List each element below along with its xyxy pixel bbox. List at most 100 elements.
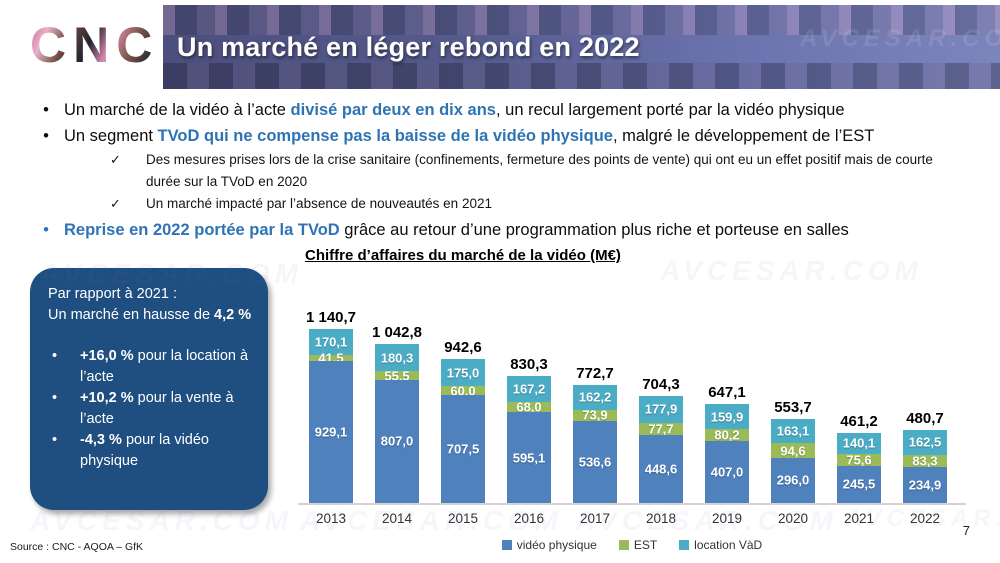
x-axis-label: 2015	[447, 511, 479, 526]
bar-total-label: 1 140,7	[305, 309, 357, 327]
bar-value-label: 167,2	[512, 381, 546, 397]
bar-value-label: 245,5	[842, 476, 876, 492]
x-axis-label: 2017	[579, 511, 611, 526]
bullet-marker: •	[52, 348, 58, 364]
info-box-item-text: +10,2 % pour la vente à l’acte	[80, 390, 234, 427]
bar-group-2017: 772,7 162,2 73,9 536,6	[562, 365, 628, 503]
bullet-list: • Un marché de la vidéo à l’acte divisé …	[28, 97, 978, 243]
bar-group-2016: 830,3 167,2 68,0 595,1	[496, 356, 562, 503]
bar-value-label: 595,1	[512, 450, 546, 466]
bullet-marker: •	[52, 390, 58, 406]
bar-segment-EST: 94,6	[771, 443, 815, 458]
bar-value-label: 55,5	[384, 368, 410, 384]
bar-value-label: 296,0	[776, 472, 810, 488]
bar-total-label: 480,7	[906, 409, 944, 427]
sub-bullet-2: ✓ Un marché impacté par l’absence de nou…	[28, 193, 970, 215]
bullet-3-text: Reprise en 2022 portée par la TVoD grâce…	[64, 221, 849, 239]
bar-segment-vidéo-physique: 296,0	[771, 457, 815, 503]
bar-segment-EST: 73,9	[573, 407, 617, 423]
bar-stack: 159,9 80,2 407,0	[705, 404, 749, 503]
bar-segment-EST: 68,0	[507, 399, 551, 415]
bar-segment-location-VàD: 162,2	[573, 385, 617, 410]
legend-item-EST: EST	[618, 538, 658, 552]
bar-value-label: 929,1	[314, 424, 348, 440]
bullet-2: • Un segment TVoD qui ne compense pas la…	[28, 123, 978, 149]
bar-stack: 162,2 73,9 536,6	[573, 385, 617, 503]
bar-segment-location-VàD: 175,0	[441, 359, 485, 386]
bar-group-2019: 647,1 159,9 80,2 407,0	[694, 384, 760, 503]
bar-total-label: 553,7	[774, 398, 812, 416]
bar-segment-EST: 75,6	[837, 452, 881, 467]
x-axis-label: 2018	[645, 511, 677, 526]
bullet-marker: •	[43, 127, 49, 145]
x-axis-label: 2013	[315, 511, 347, 526]
bar-value-label: 83,3	[912, 453, 938, 469]
bullet-1-text: Un marché de la vidéo à l’acte divisé pa…	[64, 101, 845, 119]
bar-total-label: 704,3	[642, 375, 680, 393]
comparison-box: Par rapport à 2021 : Un marché en hausse…	[30, 268, 268, 510]
legend-swatch	[679, 540, 690, 550]
bar-segment-location-VàD: 167,2	[507, 376, 551, 402]
x-axis-label: 2020	[777, 511, 809, 526]
bar-value-label: 162,5	[908, 434, 942, 450]
cnc-logo-text: CNC	[30, 17, 160, 73]
bar-total-label: 647,1	[708, 384, 746, 402]
page-number: 7	[962, 523, 970, 538]
chart-title: Chiffre d’affaires du marché de la vidéo…	[305, 247, 621, 264]
bar-segment-EST: 83,3	[903, 453, 947, 469]
bar-value-label: 234,9	[908, 477, 942, 493]
legend-swatch	[618, 540, 629, 550]
bar-value-label: 175,0	[446, 365, 480, 381]
bar-segment-location-VàD: 180,3	[375, 343, 419, 372]
bar-group-2013: 1 140,7 170,1 41,5 929,1	[298, 309, 364, 503]
sub-bullet-1: ✓ Des mesures prises lors de la crise sa…	[28, 149, 970, 193]
bar-stack: 163,1 94,6 296,0	[771, 418, 815, 503]
bar-segment-EST: 55,5	[375, 368, 419, 384]
bar-value-label: 180,3	[380, 350, 414, 366]
legend-swatch	[501, 540, 512, 550]
bar-value-label: 73,9	[582, 407, 608, 423]
legend-item-location-VàD: location VàD	[679, 538, 762, 552]
info-box-items: • +16,0 % pour la location à l’acte • +10,2…	[48, 346, 256, 472]
bar-segment-location-VàD: 163,1	[771, 418, 815, 444]
bar-value-label: 177,9	[644, 401, 678, 417]
bar-group-2018: 704,3 177,9 77,7 448,6	[628, 376, 694, 503]
bar-segment-EST: 77,7	[639, 421, 683, 436]
legend-label: EST	[633, 538, 658, 552]
bar-stack: 170,1 41,5 929,1	[309, 329, 353, 503]
bar-segment-EST: 80,2	[705, 427, 749, 442]
bar-stack: 162,5 83,3 234,9	[903, 429, 947, 503]
chart-plot: 1 140,7 170,1 41,5 929,1 1 042,8 180,3 55,5 807…	[298, 287, 966, 505]
bar-segment-EST: 60,0	[441, 383, 485, 398]
watermark: AVCESAR.COM	[660, 255, 923, 286]
source-note: Source : CNC - AQOA – GfK	[10, 541, 144, 553]
checkmark-icon: ✓	[110, 196, 121, 211]
bar-segment-vidéo-physique: 245,5	[837, 465, 881, 503]
bar-value-label: 707,5	[446, 441, 480, 457]
x-axis-label: 2022	[909, 511, 941, 526]
bullet-marker: •	[43, 221, 49, 239]
bar-group-2022: 480,7 162,5 83,3 234,9	[892, 410, 958, 503]
bar-value-label: 170,1	[314, 334, 348, 350]
bar-total-label: 942,6	[444, 339, 482, 357]
chart: 1 140,7 170,1 41,5 929,1 1 042,8 180,3 55,5 807…	[298, 287, 966, 526]
bar-total-label: 461,2	[840, 412, 878, 430]
x-axis-label: 2014	[381, 511, 413, 526]
bar-segment-location-VàD: 177,9	[639, 395, 683, 423]
legend-label: vidéo physique	[516, 538, 597, 552]
bar-value-label: 68,0	[516, 399, 542, 415]
bullet-marker: •	[43, 101, 49, 119]
header-banner: Un marché en léger rebond en 2022	[163, 5, 1000, 89]
page-title: Un marché en léger rebond en 2022	[177, 32, 640, 62]
bar-value-label: 162,2	[578, 389, 612, 405]
info-box-line-2: Un marché en hausse de 4,2 %	[48, 307, 252, 323]
bar-segment-vidéo-physique: 707,5	[441, 395, 485, 503]
legend-label: location VàD	[694, 538, 763, 552]
bar-segment-vidéo-physique: 929,1	[309, 361, 353, 503]
bar-segment-location-VàD: 170,1	[309, 329, 353, 356]
info-box-item-3: • -4,3 % pour la vidéo physique	[48, 430, 256, 472]
bar-total-label: 830,3	[510, 356, 548, 374]
bar-segment-location-VàD: 159,9	[705, 404, 749, 429]
x-axis-label: 2019	[711, 511, 743, 526]
bar-value-label: 807,0	[380, 433, 414, 449]
